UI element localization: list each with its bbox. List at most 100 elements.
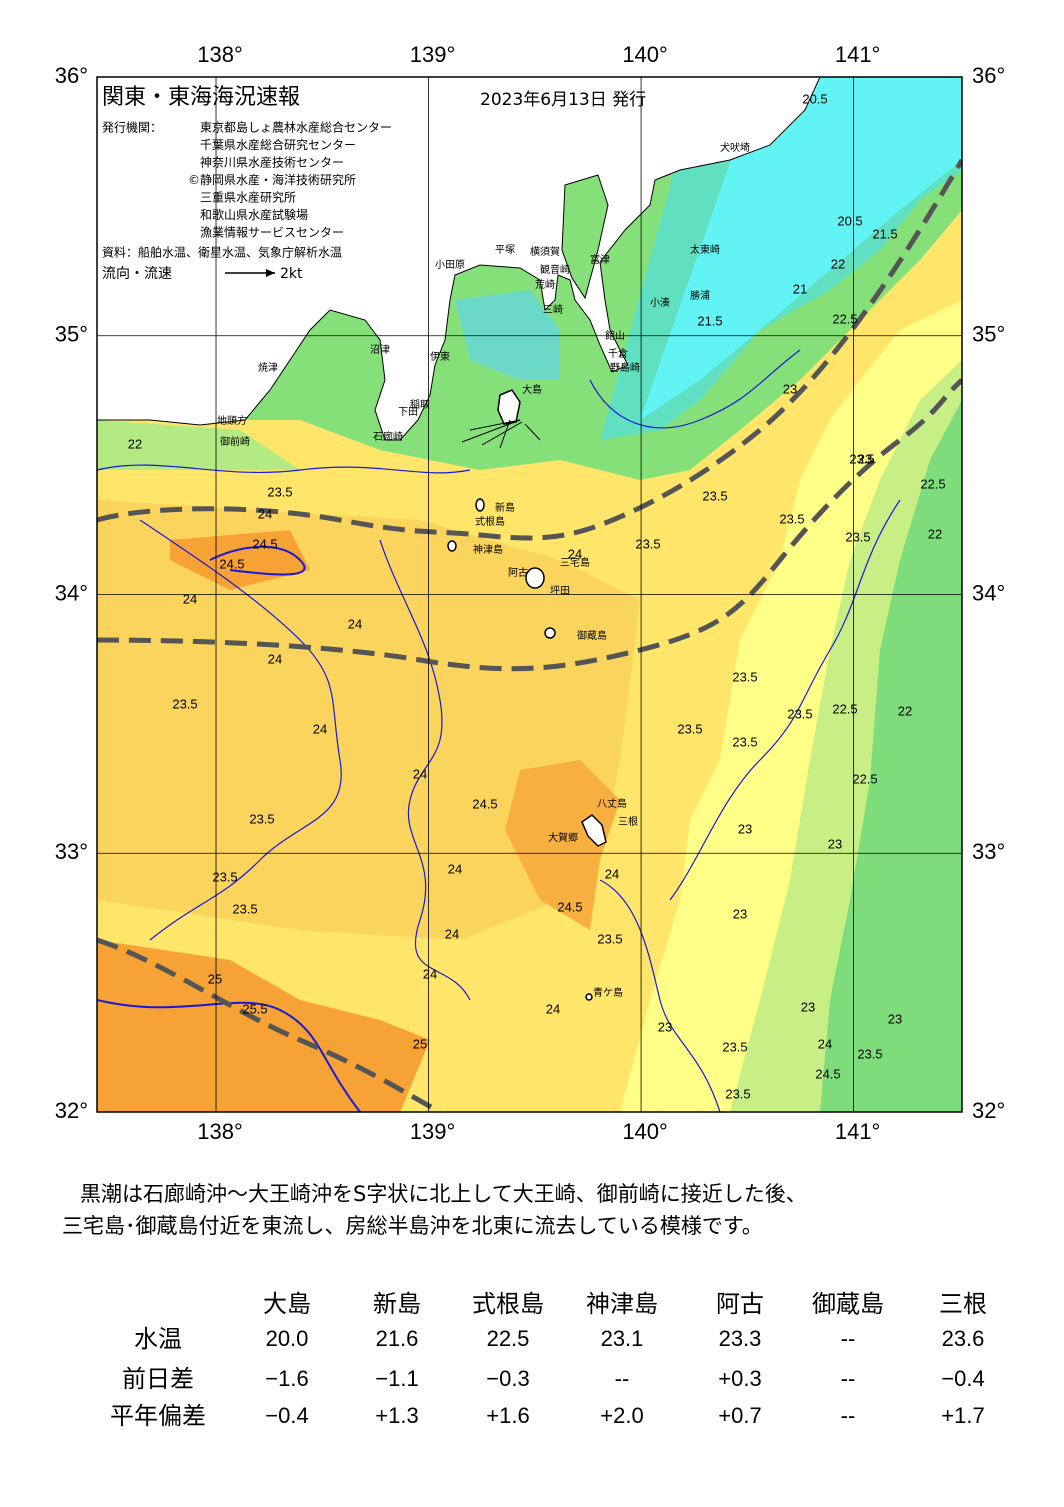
cell: 20.0 (266, 1326, 309, 1351)
place-label: 勝浦 (690, 289, 710, 302)
cell: +1.7 (941, 1403, 984, 1428)
isotherm-label: 24.5 (815, 1066, 840, 1081)
isotherm-label: 24.5 (219, 556, 244, 571)
isotherm-label: 22 (128, 436, 142, 451)
isotherm-label: 23.5 (779, 511, 804, 526)
cell: -- (841, 1326, 856, 1351)
isotherm-label: 23 (801, 999, 815, 1014)
isotherm-label: 22.5 (852, 771, 877, 786)
place-label: 平塚 (495, 244, 515, 256)
isotherm-label: 21.5 (872, 226, 897, 241)
cell: 23.6 (942, 1326, 985, 1351)
issuer: ©静岡県水産・海洋技術研究所 (188, 172, 356, 187)
cell: 21.6 (376, 1326, 419, 1351)
isotherm-label: 24 (546, 1001, 560, 1016)
isotherm-label: 23.5 (677, 721, 702, 736)
source: 資料：船舶水温、衛星水温、気象庁解析水温 (102, 245, 342, 260)
place-label: 新島 (495, 501, 515, 514)
place-label: 焼津 (258, 362, 278, 374)
isotherm-label: 23.5 (232, 901, 257, 916)
issuers: 東京都島しょ農林水産総合センター千葉県水産総合研究センター神奈川県水産技術センタ… (188, 120, 392, 240)
cell: −0.4 (941, 1366, 984, 1391)
place-label: 地頭方 (217, 414, 247, 427)
cell: +2.0 (600, 1403, 643, 1428)
place-label: 野島崎 (610, 361, 640, 374)
cell: +0.3 (718, 1366, 761, 1391)
place-label: 千倉 (608, 347, 628, 360)
place-label: 八丈島 (597, 797, 627, 810)
isotherm-label: 24 (818, 1036, 832, 1051)
isotherm-label: 25.5 (242, 1001, 267, 1016)
isotherm-label: 23 (828, 836, 842, 851)
lon-label: 141° (835, 1119, 881, 1144)
place-label: 伊東 (430, 350, 450, 363)
isotherm-label: 23.5 (212, 869, 237, 884)
lon-label: 140° (622, 1119, 668, 1144)
lat-label: 32° (55, 1098, 88, 1123)
place-label: 稲取 (410, 399, 430, 411)
isotherm-label: 23.5 (722, 1039, 747, 1054)
issuer: 東京都島しょ農林水産総合センター (200, 120, 392, 135)
isotherm-label: 24 (268, 651, 282, 666)
place-label: 三崎 (543, 303, 563, 316)
isotherm-label: 23 (733, 906, 747, 921)
place-label: 神津島 (473, 543, 503, 556)
isotherm-label: 23.5 (845, 529, 870, 544)
place-label: 三宅島 (560, 556, 590, 569)
place-label: 荒崎 (535, 278, 555, 291)
isotherm-label: 24 (605, 866, 619, 881)
isotherm-label: 22.5 (920, 476, 945, 491)
lat-label: 35° (55, 322, 88, 347)
cell: +0.7 (718, 1403, 761, 1428)
isotherm-label: 24.5 (557, 899, 582, 914)
isotherm-label: 24 (445, 926, 459, 941)
lat-label: 34° (972, 580, 1005, 605)
lat-label: 34° (55, 580, 88, 605)
cell: −1.6 (265, 1366, 308, 1391)
isotherm-label: 23.5 (635, 536, 660, 551)
isotherm-label: 24 (423, 966, 437, 981)
cell: -- (841, 1403, 856, 1428)
isotherm-label: 24 (258, 506, 272, 521)
cell: 23.1 (601, 1326, 644, 1351)
isotherm-label: 24 (568, 546, 582, 561)
cell: -- (615, 1366, 630, 1391)
isotherm-label: 22 (898, 703, 912, 718)
cell: −0.4 (265, 1403, 308, 1428)
lon-label: 140° (622, 42, 668, 67)
issuer: 三重県水産研究所 (200, 190, 296, 205)
column-header: 新島 (373, 1290, 421, 1318)
isotherm-label: 23.5 (597, 931, 622, 946)
isotherm-label: 25 (413, 1036, 427, 1051)
lat-label: 36° (55, 63, 88, 88)
isotherm-label: 23.5 (732, 734, 757, 749)
isotherm-label: 22.5 (832, 701, 857, 716)
isotherm-label: 24 (448, 861, 462, 876)
isotherm-label: 20.5 (837, 213, 862, 228)
isotherm-label: 25 (208, 971, 222, 986)
row-label: 平年偏差 (110, 1402, 206, 1430)
isotherm-label: 21 (793, 281, 807, 296)
isotherm-label: 24 (413, 766, 427, 781)
isotherm-label: 23 (738, 821, 752, 836)
place-label: 大賀郷 (548, 831, 578, 844)
place-label: 下田 (398, 407, 418, 418)
isotherm-label: 21.5 (697, 313, 722, 328)
place-label: 御蔵島 (577, 629, 607, 642)
row-label: 水温 (134, 1325, 182, 1353)
isotherm-label: 24 (183, 591, 197, 606)
isotherm-label: 23.5 (857, 1046, 882, 1061)
isotherm-label: 20.5 (802, 91, 827, 106)
legend-label: 流向・流速 (102, 266, 172, 282)
column-header: 阿古 (716, 1290, 764, 1318)
place-label: 御前崎 (220, 435, 250, 448)
cell: +1.3 (375, 1403, 418, 1428)
legend-scale: 2kt (280, 266, 303, 282)
isotherm-label: 23.5 (849, 451, 874, 466)
cell: 23.3 (719, 1326, 762, 1351)
place-label: 青ケ島 (593, 986, 623, 999)
column-header: 三根 (939, 1290, 987, 1318)
place-label: 阿古 (508, 566, 528, 579)
isotherm-label: 23.5 (249, 811, 274, 826)
